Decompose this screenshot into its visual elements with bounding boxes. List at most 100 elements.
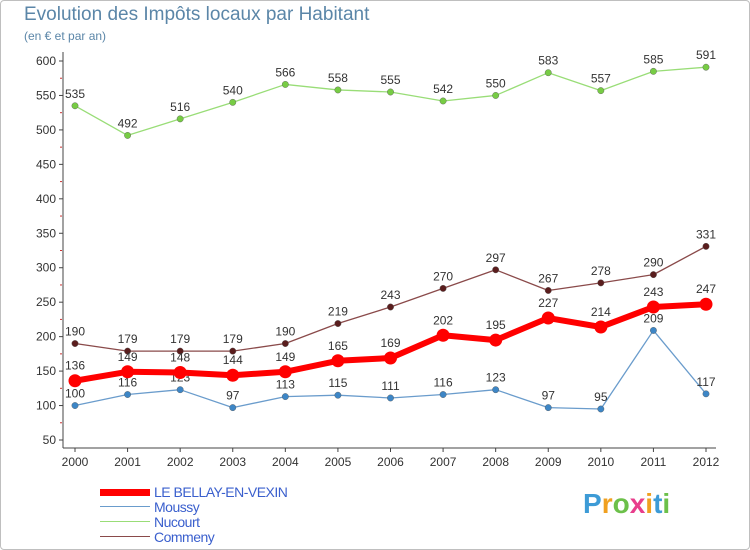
data-label-le-bellay-en-vexin: 149 [275, 350, 295, 364]
data-point-moussy [176, 386, 184, 394]
data-point-le-bellay-en-vexin [173, 365, 187, 379]
data-point-commeny [176, 347, 184, 355]
data-point-commeny [439, 284, 447, 292]
data-point-commeny [544, 287, 552, 294]
data-point-commeny [124, 347, 131, 355]
data-point-moussy [281, 393, 289, 400]
data-label-le-bellay-en-vexin: 227 [538, 296, 558, 310]
data-label-le-bellay-en-vexin: 202 [433, 313, 453, 327]
data-point-nucourt [492, 92, 500, 99]
data-point-nucourt [229, 98, 237, 106]
data-label-nucourt: 535 [65, 87, 85, 101]
data-label-nucourt: 492 [118, 116, 138, 130]
x-tick-label: 2007 [430, 455, 457, 469]
data-point-le-bellay-en-vexin [226, 368, 240, 382]
data-point-commeny [650, 271, 657, 279]
legend-label-le-bellay: LE BELLAY-EN-VEXIN [154, 484, 288, 500]
data-label-commeny: 278 [591, 264, 611, 278]
data-label-le-bellay-en-vexin: 195 [486, 318, 506, 332]
data-point-commeny [229, 347, 237, 355]
y-tick-label: 450 [36, 157, 56, 171]
logo-letter: r [601, 488, 613, 519]
data-point-le-bellay-en-vexin [436, 328, 450, 342]
y-tick-label: 200 [36, 330, 56, 344]
data-label-moussy: 100 [65, 387, 85, 401]
data-point-moussy [650, 327, 657, 334]
data-label-commeny: 331 [696, 227, 716, 241]
data-point-nucourt [124, 132, 131, 139]
data-label-moussy: 113 [276, 378, 295, 392]
data-label-le-bellay-en-vexin: 243 [643, 285, 663, 299]
data-point-moussy [387, 394, 394, 402]
data-point-moussy [492, 386, 500, 394]
data-point-nucourt [544, 69, 552, 77]
logo-letter: i [662, 488, 671, 519]
data-label-nucourt: 516 [170, 100, 190, 114]
data-point-nucourt [281, 81, 289, 88]
x-tick-label: 2010 [587, 455, 614, 469]
data-point-le-bellay-en-vexin [594, 320, 608, 334]
y-tick-label: 300 [36, 261, 56, 275]
data-label-le-bellay-en-vexin: 149 [118, 350, 138, 364]
logo-letter: x [629, 488, 646, 519]
data-label-commeny: 179 [170, 332, 190, 346]
x-tick-label: 2006 [377, 455, 404, 469]
data-label-commeny: 267 [538, 271, 558, 285]
data-label-nucourt: 555 [380, 73, 400, 87]
x-tick-label: 2004 [272, 455, 299, 469]
data-point-moussy [334, 391, 342, 399]
logo-letter: i [645, 488, 654, 519]
y-tick-label: 100 [36, 399, 56, 413]
x-tick-label: 2011 [641, 455, 667, 469]
data-label-nucourt: 583 [538, 54, 558, 68]
y-tick-label: 600 [36, 54, 56, 68]
data-label-commeny: 270 [433, 269, 453, 283]
data-point-le-bellay-en-vexin [331, 354, 345, 368]
data-point-nucourt [71, 102, 79, 110]
data-label-moussy: 111 [381, 379, 400, 393]
data-label-moussy: 115 [328, 376, 347, 390]
logo-letter: P [583, 488, 602, 519]
y-tick-label: 350 [36, 226, 56, 240]
data-point-commeny [702, 242, 710, 250]
data-label-nucourt: 591 [696, 48, 716, 62]
data-point-moussy [71, 402, 79, 409]
x-tick-label: 2003 [219, 455, 246, 469]
x-tick-label: 2008 [482, 455, 509, 469]
data-label-nucourt: 566 [275, 65, 295, 79]
data-label-le-bellay-en-vexin: 144 [223, 353, 243, 367]
data-label-nucourt: 557 [591, 72, 611, 86]
data-point-commeny [387, 303, 394, 311]
x-tick-label: 2000 [62, 455, 89, 469]
proxiti-logo: Proxiti [583, 488, 670, 520]
data-point-nucourt [439, 97, 447, 105]
data-label-le-bellay-en-vexin: 136 [65, 359, 85, 373]
data-label-commeny: 190 [275, 325, 295, 339]
data-point-nucourt [387, 88, 394, 96]
chart-title: Evolution des Impôts locaux par Habitant [24, 4, 370, 25]
data-label-commeny: 290 [643, 256, 663, 270]
data-label-moussy: 95 [594, 390, 608, 404]
data-point-moussy [597, 405, 605, 413]
x-tick-label: 2001 [114, 455, 141, 469]
data-label-commeny: 190 [65, 325, 85, 339]
data-point-nucourt [702, 63, 710, 71]
data-label-commeny: 297 [486, 251, 506, 265]
data-label-nucourt: 558 [328, 71, 348, 85]
x-tick-label: 2005 [325, 455, 352, 469]
data-label-moussy: 117 [696, 375, 715, 389]
y-tick-label: 400 [36, 192, 56, 206]
legend-label-commeny: Commeny [154, 529, 215, 545]
data-point-le-bellay-en-vexin [68, 374, 82, 388]
data-point-moussy [229, 404, 237, 412]
data-label-commeny: 243 [380, 288, 400, 302]
data-label-commeny: 179 [223, 332, 243, 346]
legend-label-nucourt: Nucourt [154, 514, 200, 530]
data-point-moussy [439, 391, 447, 398]
data-label-le-bellay-en-vexin: 148 [170, 350, 190, 364]
legend-label-moussy: Moussy [154, 499, 200, 515]
data-point-le-bellay-en-vexin [278, 365, 292, 379]
y-tick-label: 500 [36, 123, 56, 137]
data-point-commeny [281, 340, 289, 347]
data-label-moussy: 116 [434, 376, 453, 390]
